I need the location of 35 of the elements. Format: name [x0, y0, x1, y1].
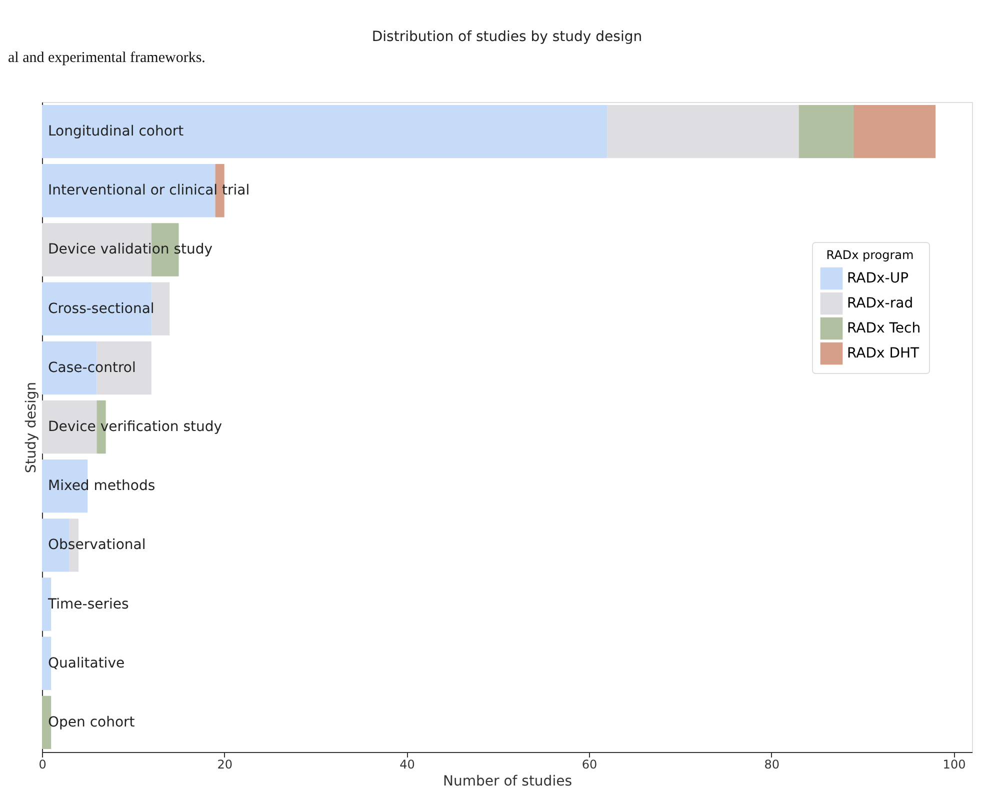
- bar: [151, 282, 170, 336]
- y-tick-label: Interventional or clinical trial: [48, 182, 250, 199]
- y-tick-label: Case-control: [48, 360, 136, 376]
- y-tick-label: Cross-sectional: [48, 300, 154, 317]
- x-tick-label: 20: [217, 758, 232, 772]
- bar: [798, 104, 854, 158]
- x-tick-label: 0: [38, 758, 46, 772]
- y-tick-label: Qualitative: [48, 655, 125, 672]
- x-axis-title: Number of studies: [443, 774, 572, 790]
- legend-label: RADx Tech: [847, 320, 921, 336]
- bar: [42, 282, 152, 336]
- y-tick-label: Observational: [48, 537, 146, 554]
- y-tick-label: Open cohort: [48, 714, 136, 730]
- legend-label: RADx-rad: [847, 296, 914, 312]
- bar: [42, 104, 608, 158]
- y-tick-label: Mixed methods: [48, 478, 156, 494]
- x-tick-label: 60: [582, 758, 598, 772]
- bar: [607, 104, 799, 158]
- legend-label: RADx-UP: [847, 270, 909, 286]
- y-tick-label: Time-series: [47, 596, 129, 612]
- y-tick-label: Device validation study: [48, 242, 213, 258]
- x-tick-label: 100: [942, 758, 966, 772]
- legend-label: RADx DHT: [847, 346, 920, 362]
- bar: [42, 460, 88, 513]
- x-tick-label: 40: [400, 758, 415, 772]
- y-axis-title: Study design: [24, 382, 40, 474]
- bar: [42, 400, 97, 454]
- legend-title: RADx program: [826, 248, 914, 262]
- bar: [853, 104, 936, 158]
- y-tick-label: Device verification study: [48, 419, 222, 435]
- text: al and experimental frameworks.: [8, 50, 206, 66]
- y-tick-label: Longitudinal cohort: [48, 124, 184, 140]
- chart-title: Distribution of studies by study design: [372, 29, 642, 45]
- x-tick-label: 80: [764, 758, 780, 772]
- bar: [42, 164, 216, 218]
